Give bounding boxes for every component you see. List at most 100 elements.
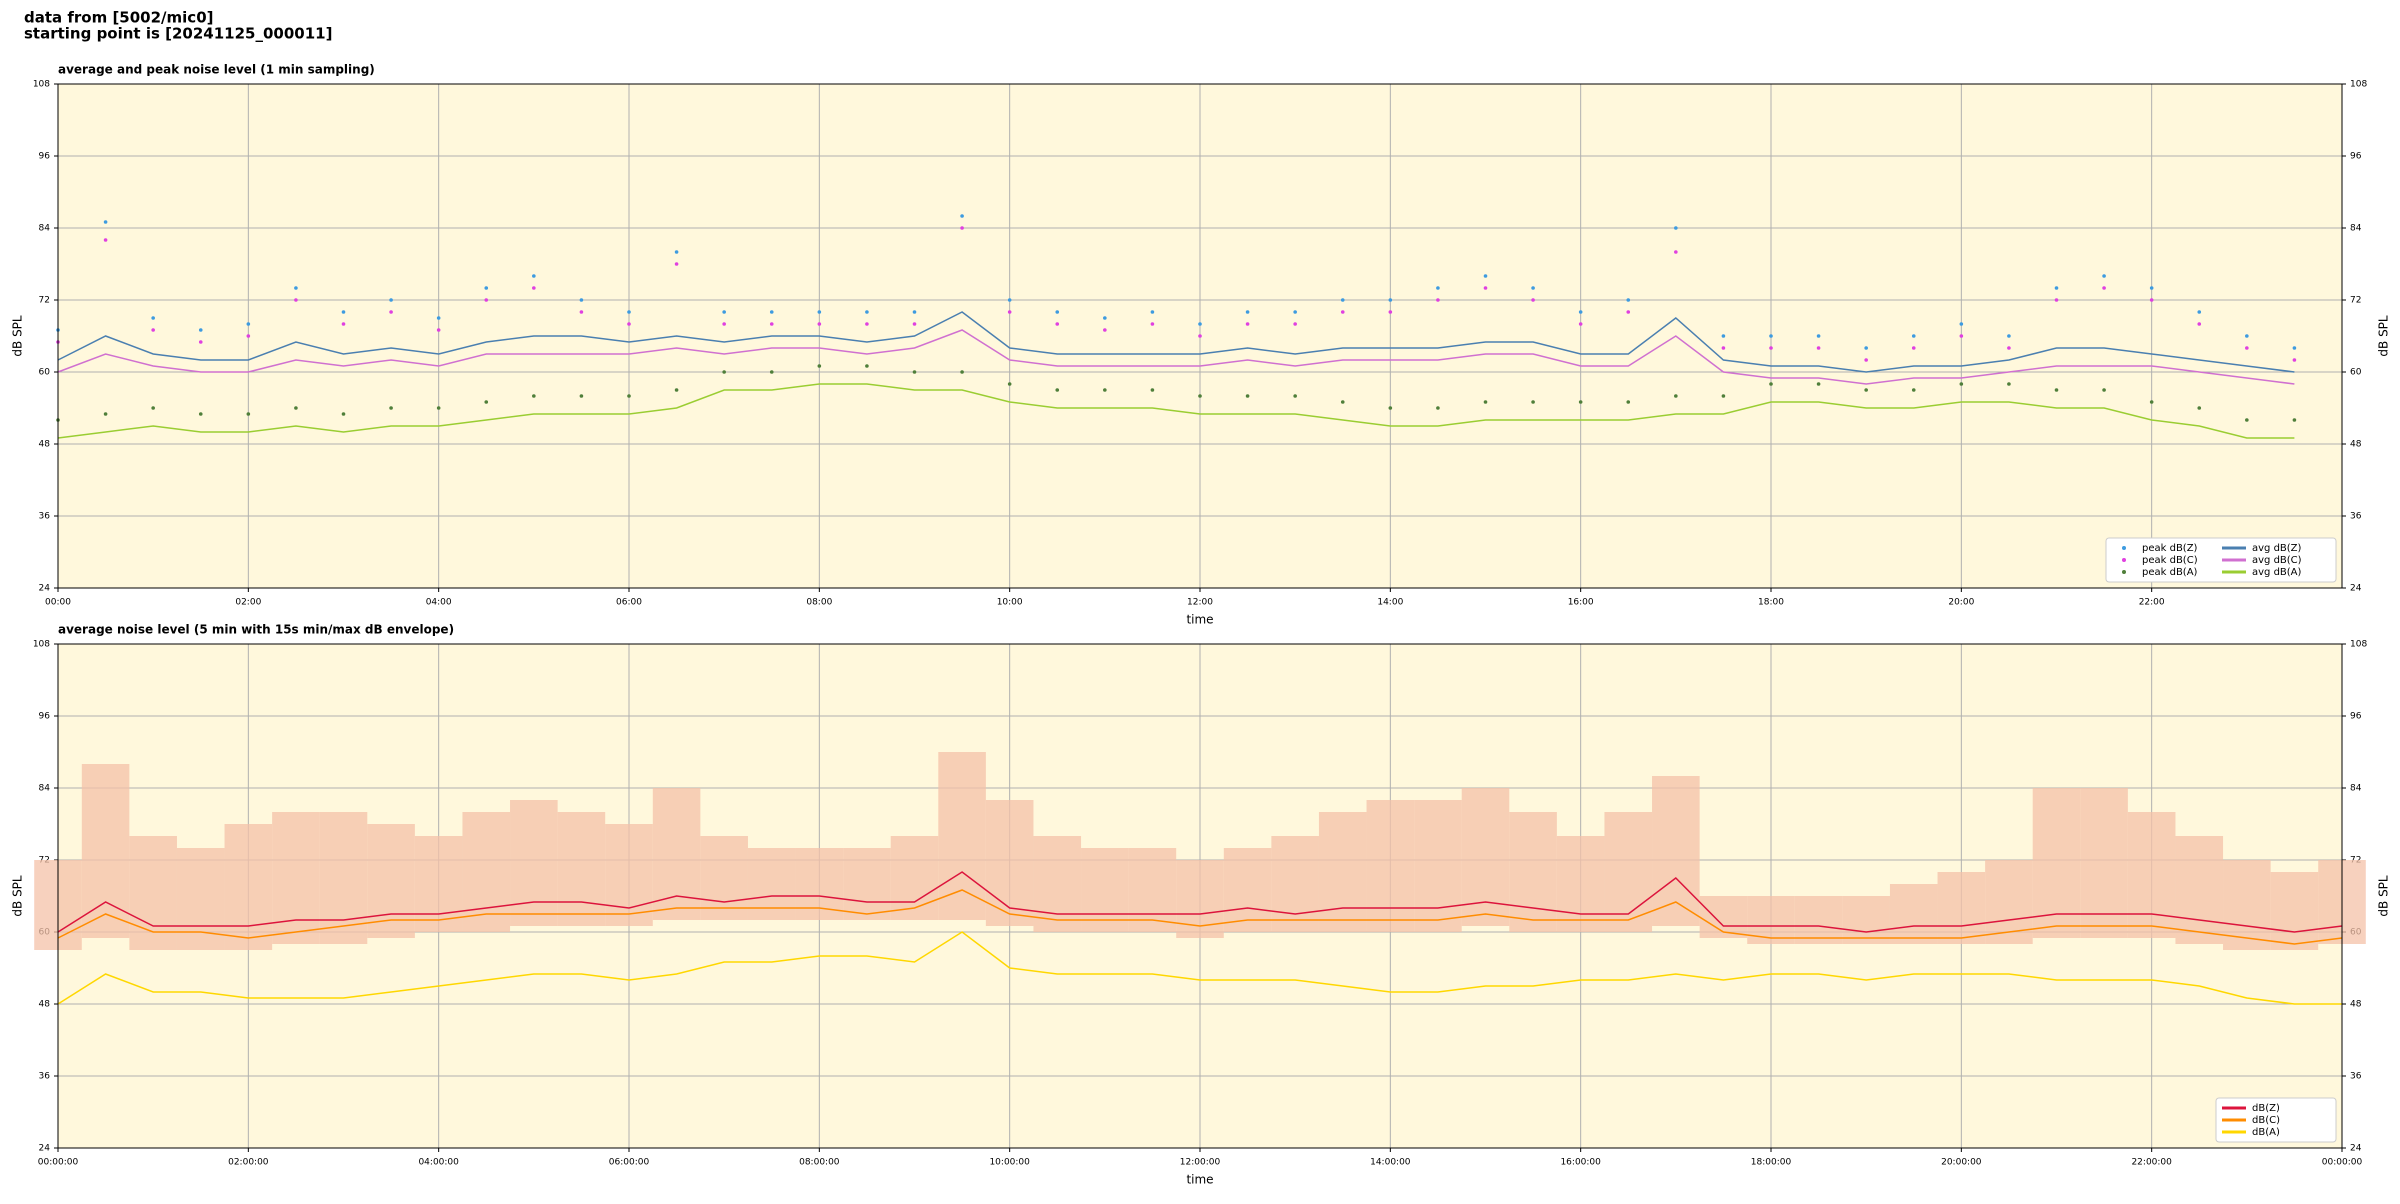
peak-point xyxy=(912,370,917,374)
peak-point xyxy=(1293,310,1297,314)
legend-box xyxy=(2105,537,2337,583)
peak-point xyxy=(1578,322,1583,326)
envelope-band xyxy=(1128,848,1177,932)
envelope-band xyxy=(1604,812,1653,932)
x-tick-label: 04:00:00 xyxy=(418,1158,459,1168)
peak-point xyxy=(1007,382,1012,386)
y-axis-label: dB SPL xyxy=(11,315,25,357)
peak-point xyxy=(2197,310,2202,314)
peak-point xyxy=(2007,346,2011,350)
legend-label: peak dB(A) xyxy=(2142,567,2198,578)
peak-point xyxy=(1911,346,1916,350)
peak-point xyxy=(1055,322,1060,326)
y-tick-label: 72 xyxy=(39,296,50,306)
peak-point xyxy=(1959,334,1964,338)
envelope-band xyxy=(1414,800,1462,932)
peak-point xyxy=(1721,334,1726,338)
x-tick-label: 20:00:00 xyxy=(1941,1158,1982,1168)
peak-point xyxy=(865,364,869,368)
envelope-band xyxy=(272,812,320,944)
envelope-band xyxy=(1223,848,1272,932)
peak-point xyxy=(2102,274,2106,278)
series-line xyxy=(57,871,2343,933)
peak-point xyxy=(1388,406,1393,410)
peak-point xyxy=(865,310,869,314)
peak-point xyxy=(484,286,489,290)
y-tick-label: 96 xyxy=(39,152,51,162)
peak-point xyxy=(151,328,155,332)
peak-point xyxy=(1388,298,1393,302)
peak-point xyxy=(1674,250,1678,254)
peak-point xyxy=(1436,286,1440,290)
x-tick-label: 12:00 xyxy=(1187,598,1213,608)
peak-point xyxy=(1055,388,1060,392)
peak-point xyxy=(579,298,584,302)
envelope-band xyxy=(81,764,130,938)
peak-point xyxy=(769,310,774,314)
legend-label: dB(C) xyxy=(2252,1115,2280,1126)
envelope-band xyxy=(700,836,748,920)
peak-point xyxy=(1674,394,1678,398)
plot-frame xyxy=(57,643,2343,1149)
peak-point xyxy=(389,298,393,302)
header-line: starting point is [20241125_000011] xyxy=(24,25,332,43)
peak-point xyxy=(1198,334,1202,338)
peak-point xyxy=(246,334,251,338)
peak-point xyxy=(2292,346,2297,350)
x-axis-label: time xyxy=(1186,613,1213,627)
peak-point xyxy=(1864,388,1868,392)
chart-title: average and peak noise level (1 min samp… xyxy=(58,63,375,77)
envelope-band xyxy=(1889,884,1938,944)
envelope-band xyxy=(890,836,939,920)
peak-point xyxy=(246,412,251,416)
y-tick-label: 48 xyxy=(2350,440,2362,450)
peak-point xyxy=(1340,400,1345,404)
envelope-band xyxy=(985,800,1034,926)
peak-point xyxy=(1626,310,1631,314)
y-tick-label: 24 xyxy=(2350,1144,2362,1154)
x-tick-label: 18:00:00 xyxy=(1751,1158,1792,1168)
y-tick-label: 96 xyxy=(2350,152,2362,162)
peak-point xyxy=(2245,334,2249,338)
peak-point xyxy=(2007,334,2011,338)
y-tick-label: 36 xyxy=(2350,512,2362,522)
peak-point xyxy=(674,262,679,266)
peak-point xyxy=(246,322,251,326)
envelope-band xyxy=(843,848,891,920)
envelope-band xyxy=(2270,872,2319,950)
header-line: data from [5002/mic0] xyxy=(24,9,214,27)
peak-point xyxy=(341,412,346,416)
peak-point xyxy=(1864,346,1868,350)
y-tick-label: 24 xyxy=(2350,584,2362,594)
peak-point xyxy=(198,412,203,416)
y-axis-label: dB SPL xyxy=(11,875,25,917)
envelope-band xyxy=(1556,836,1605,932)
peak-point xyxy=(532,274,536,278)
x-tick-label: 02:00 xyxy=(235,598,261,608)
envelope-band xyxy=(2127,812,2176,938)
peak-point xyxy=(198,328,203,332)
envelope-band xyxy=(2175,836,2224,944)
peak-point xyxy=(1911,388,1916,392)
peak-point xyxy=(722,310,726,314)
y-tick-label: 72 xyxy=(2350,296,2361,306)
chart: average noise level (5 min with 15s min/… xyxy=(11,623,2391,1187)
x-tick-label: 00:00:00 xyxy=(38,1158,79,1168)
legend-label: peak dB(C) xyxy=(2142,555,2198,566)
envelope-band xyxy=(414,836,463,932)
peak-point xyxy=(674,388,679,392)
peak-point xyxy=(103,412,108,416)
peak-point xyxy=(817,322,822,326)
peak-point xyxy=(1436,298,1440,302)
peak-point xyxy=(722,322,726,326)
peak-point xyxy=(2102,286,2106,290)
y-tick-label: 96 xyxy=(2350,712,2362,722)
x-axis-label: time xyxy=(1186,1173,1213,1187)
peak-point xyxy=(1055,310,1060,314)
peak-point xyxy=(1245,310,1250,314)
peak-point xyxy=(103,238,108,242)
envelope-band xyxy=(2080,788,2128,938)
peak-point xyxy=(1769,334,1773,338)
series-line xyxy=(57,889,2343,945)
